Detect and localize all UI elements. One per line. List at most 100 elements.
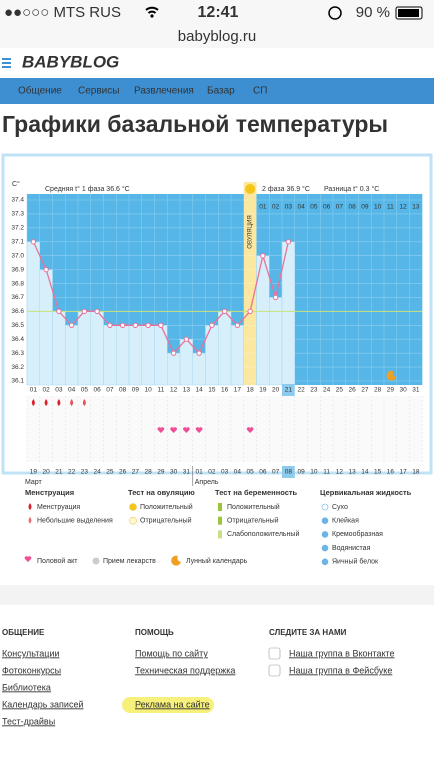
social-icon — [268, 647, 281, 660]
cycle-day: 31 — [412, 387, 420, 394]
legend-item: Сухо — [332, 504, 348, 511]
legend-pill — [92, 557, 100, 565]
temperature-point — [94, 308, 100, 315]
legend-item: Прием лекарств — [103, 558, 156, 565]
date: 07 — [272, 469, 280, 476]
browser-bar — [0, 0, 434, 48]
y-tick-label: 37.0 — [11, 252, 24, 259]
cycle-day: 18 — [247, 387, 255, 394]
date: 16 — [387, 469, 395, 476]
date: 26 — [119, 469, 127, 476]
phase2-day: 03 — [285, 204, 293, 211]
footer-title: ПОМОЩЬ — [135, 628, 174, 637]
y-tick-label: 36.8 — [11, 280, 24, 287]
heart-icon — [170, 427, 177, 433]
value-column — [65, 325, 79, 386]
temperature-point — [221, 308, 228, 315]
logo[interactable]: BABYBLOG — [22, 52, 119, 71]
cycle-day: 10 — [145, 387, 153, 394]
cycle-day: 19 — [259, 387, 267, 394]
value-column — [128, 325, 142, 386]
legend-heart — [24, 556, 32, 562]
carrier: ●●○○○ MTS RUS — [4, 4, 121, 21]
legend-item: Отрицательный — [227, 517, 279, 525]
nav-link[interactable]: СП — [253, 86, 267, 97]
value-column — [218, 311, 232, 386]
date: 12 — [336, 469, 344, 476]
footer-link[interactable]: Наша группа в Вконтакте — [289, 648, 395, 658]
y-tick-label: 36.3 — [11, 350, 24, 357]
wifi-dot — [150, 14, 154, 18]
clock: 12:41 — [198, 4, 239, 21]
value-column — [52, 311, 66, 386]
value-column — [167, 352, 181, 386]
footer-title: ОБЩЕНИЕ — [2, 628, 45, 637]
footer-link[interactable]: Техническая поддержка — [135, 665, 235, 675]
legend-item: Положительный — [140, 503, 193, 511]
legend-fluid — [321, 517, 329, 525]
battery-level — [398, 9, 419, 17]
nav-link[interactable]: Развлечения — [134, 86, 194, 97]
date: 21 — [55, 469, 63, 476]
y-tick-label: 37.1 — [11, 238, 24, 245]
footer-link[interactable]: Помощь по сайту — [135, 648, 208, 658]
cycle-day: 14 — [196, 387, 204, 394]
date: 17 — [400, 469, 408, 476]
temperature-point — [107, 322, 113, 329]
footer-link[interactable]: Консультации — [2, 648, 60, 658]
y-tick-label: 36.1 — [11, 378, 24, 385]
nav-link[interactable]: Общение — [18, 85, 62, 97]
value-column — [230, 325, 244, 386]
value-column — [26, 241, 40, 386]
legend-item: Отрицательный — [140, 517, 192, 525]
drop-icon — [57, 399, 61, 406]
axis-unit: C° — [12, 180, 20, 188]
y-tick-label: 37.4 — [11, 197, 24, 204]
y-tick-label: 36.2 — [11, 364, 24, 371]
social-icon — [268, 664, 281, 677]
legend-title: Тест на овуляцию — [128, 488, 195, 497]
date: 20 — [43, 469, 51, 476]
footer-link[interactable]: Тест-драйвы — [2, 716, 55, 726]
heart-icon — [195, 427, 203, 433]
temperature-point — [68, 322, 75, 329]
nav-link[interactable]: Сервисы — [78, 86, 119, 97]
cycle-day: 29 — [387, 387, 395, 394]
date: 04 — [234, 469, 242, 476]
cycle-day: 15 — [208, 387, 216, 394]
date: 22 — [68, 469, 76, 476]
footer-link[interactable]: Наша группа в Фейсбуке — [289, 665, 392, 675]
cycle-day: 13 — [183, 387, 191, 394]
temperature-point — [260, 252, 266, 259]
date: 31 — [183, 469, 191, 476]
legend-strip — [218, 516, 222, 525]
legend-test — [129, 516, 137, 525]
footer-link[interactable]: Библиотека — [2, 682, 51, 692]
footer-link[interactable]: Реклама на сайте — [135, 699, 210, 709]
cycle-day: 04 — [68, 387, 76, 394]
url[interactable]: babyblog.ru — [178, 28, 256, 45]
phase2-day: 12 — [400, 204, 408, 211]
legend-item: Кремообразная — [332, 530, 383, 538]
footer-link[interactable]: Календарь записей — [2, 699, 84, 709]
value-column — [269, 297, 283, 386]
menu-icon[interactable] — [2, 58, 11, 68]
cycle-day: 25 — [336, 387, 344, 394]
y-tick-label: 36.9 — [11, 266, 24, 273]
y-tick-label: 36.4 — [11, 336, 24, 343]
legend-drop — [28, 516, 32, 524]
phase2-day: 13 — [412, 204, 420, 211]
legend-item: Яичный белок — [332, 558, 379, 566]
date: 19 — [30, 469, 38, 476]
temperature-point — [119, 322, 126, 329]
month: Апрель — [195, 479, 219, 486]
footer-link[interactable]: Фотоконкурсы — [2, 665, 61, 675]
phase2-day: 08 — [349, 204, 357, 211]
legend-item: Слабоположительный — [227, 530, 299, 538]
nav-link[interactable]: Базар — [207, 86, 235, 97]
date: 03 — [221, 469, 229, 476]
date: 14 — [361, 469, 369, 476]
value-column — [90, 311, 104, 386]
legend-item: Положительный — [227, 503, 280, 511]
